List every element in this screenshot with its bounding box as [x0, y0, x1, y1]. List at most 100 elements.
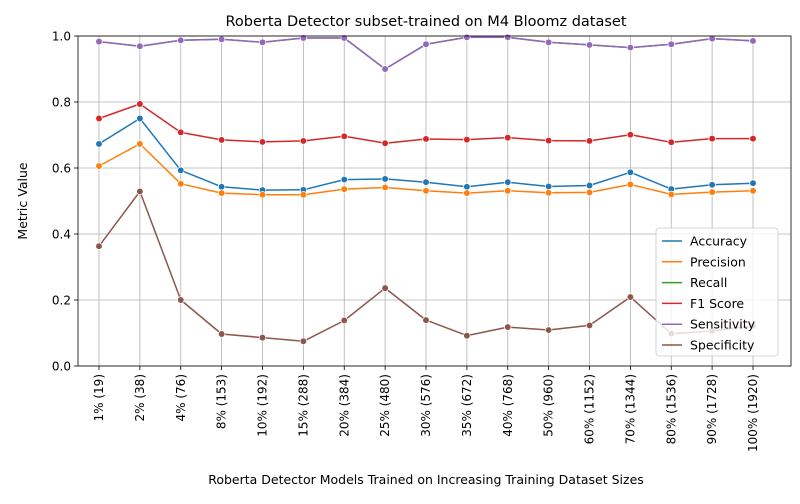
accuracy-point: [708, 181, 716, 189]
accuracy-point: [177, 166, 185, 174]
specificity-point: [340, 316, 348, 325]
f1-score-point: [585, 137, 594, 145]
precision-point: [340, 185, 348, 193]
f1-score-point: [422, 135, 430, 143]
x-tick-label: 20% (384): [337, 374, 351, 437]
f1-score-point: [749, 134, 757, 143]
specificity-point: [422, 316, 430, 324]
x-tick-label: 70% (1344): [623, 374, 637, 444]
precision-point: [585, 188, 594, 197]
y-tick-label: 0.2: [52, 294, 71, 308]
x-tick-label: 35% (672): [460, 374, 474, 437]
specificity-point: [299, 337, 308, 345]
precision-point: [504, 187, 512, 195]
sensitivity-point: [667, 40, 675, 48]
accuracy-point: [217, 183, 226, 191]
y-tick-label: 0.6: [52, 162, 71, 176]
precision-point: [544, 189, 553, 197]
accuracy-point: [463, 183, 471, 191]
series-precision: [95, 140, 757, 199]
f1-score-point: [381, 139, 389, 147]
x-tick-label: 25% (480): [378, 374, 392, 437]
sensitivity-point: [544, 38, 553, 46]
specificity-point: [585, 321, 594, 330]
precision-point: [136, 140, 144, 148]
sensitivity-point: [217, 35, 226, 43]
x-tick-label: 15% (288): [296, 374, 310, 437]
precision-point: [217, 189, 226, 197]
precision-point: [463, 189, 471, 197]
specificity-point: [504, 323, 512, 331]
series-sensitivity: [95, 33, 757, 73]
x-tick-label: 30% (576): [419, 374, 433, 437]
sensitivity-point: [95, 37, 103, 46]
x-tick-label: 8% (153): [215, 374, 229, 429]
specificity-point: [95, 242, 103, 250]
sensitivity-point: [258, 38, 267, 46]
x-tick-label: 1% (19): [92, 374, 106, 421]
precision-point: [626, 180, 635, 189]
f1-score-point: [504, 133, 512, 142]
y-tick-label: 0.0: [52, 360, 71, 374]
f1-score-point: [258, 138, 267, 146]
legend-label-sensitivity: Sensitivity: [690, 317, 756, 332]
y-tick-label: 0.4: [52, 228, 71, 242]
x-tick-label: 80% (1536): [664, 374, 678, 444]
sensitivity-point: [381, 65, 389, 73]
x-tick-label: 100% (1920): [746, 374, 760, 452]
legend-label-f1-score: F1 Score: [690, 296, 744, 311]
f1-score-point: [217, 136, 226, 144]
specificity-point: [381, 284, 389, 292]
f1-score-point: [708, 134, 716, 143]
x-tick-label: 90% (1728): [705, 374, 719, 444]
f1-score-point: [177, 128, 185, 137]
plot-area-frame: [77, 35, 792, 367]
precision-point: [177, 180, 185, 188]
x-tick-label: 50% (960): [542, 374, 556, 437]
accuracy-point: [544, 182, 553, 191]
legend-label-specificity: Specificity: [690, 338, 755, 353]
f1-score-point: [463, 135, 471, 144]
legend-label-accuracy: Accuracy: [690, 234, 748, 249]
f1-score-point: [299, 137, 308, 145]
accuracy-point: [626, 168, 635, 176]
x-tick-label: 10% (192): [256, 374, 270, 437]
f1-score-point: [95, 114, 103, 123]
chart-title: Roberta Detector subset-trained on M4 Bl…: [225, 14, 626, 30]
precision-point: [749, 187, 757, 195]
x-tick-label: 4% (76): [174, 374, 188, 421]
specificity-point: [136, 187, 144, 196]
specificity-point: [463, 331, 471, 340]
y-axis-label: Metric Value: [15, 162, 30, 239]
sensitivity-point: [136, 42, 144, 50]
x-tick-label: 40% (768): [501, 374, 515, 437]
precision-point: [381, 183, 389, 192]
sensitivity-point: [422, 40, 430, 48]
series-f1-score: [95, 100, 757, 147]
x-tick-label: 60% (1152): [583, 374, 597, 444]
x-axis-label: Roberta Detector Models Trained on Incre…: [208, 472, 644, 487]
y-tick-label: 0.8: [52, 96, 71, 110]
f1-score-point: [667, 138, 675, 146]
accuracy-point: [136, 114, 144, 123]
legend-label-precision: Precision: [690, 254, 746, 269]
accuracy-point: [585, 181, 594, 190]
precision-point: [299, 191, 308, 199]
f1-score-point: [544, 136, 553, 145]
accuracy-point: [504, 178, 512, 186]
accuracy-point: [381, 175, 389, 183]
sensitivity-point: [749, 37, 757, 45]
x-tick-label: 2% (38): [133, 374, 147, 421]
accuracy-point: [749, 179, 757, 187]
sensitivity-point: [585, 41, 594, 49]
accuracy-point: [95, 140, 103, 148]
f1-score-point: [626, 131, 635, 139]
y-tick-label: 1.0: [52, 30, 71, 44]
specificity-point: [626, 293, 635, 301]
sensitivity-point: [626, 43, 635, 52]
sensitivity-point: [708, 34, 716, 43]
precision-point: [258, 191, 267, 199]
legend-label-recall: Recall: [690, 275, 727, 290]
